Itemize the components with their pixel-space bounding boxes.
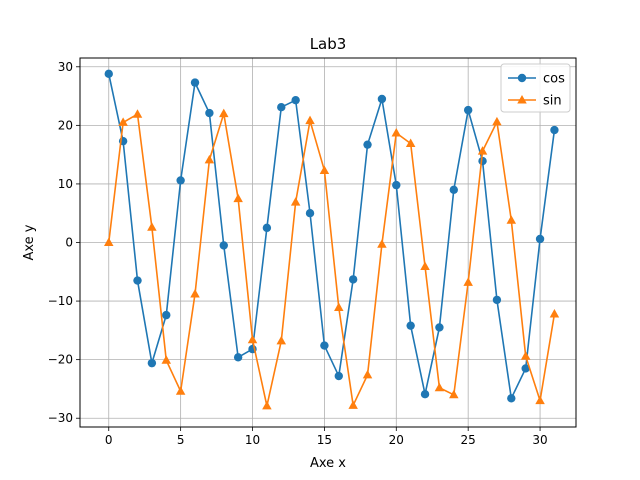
data-point-cos [392, 180, 401, 190]
data-point-sin [161, 355, 172, 364]
data-point-cos [377, 94, 387, 104]
y-tick-label: −10 [48, 294, 73, 308]
data-point-sin [118, 117, 128, 126]
data-point-cos [535, 234, 545, 244]
x-tick-label: 15 [317, 433, 332, 447]
data-point-cos [507, 394, 516, 403]
x-tick-label: 5 [177, 433, 185, 447]
data-point-cos [492, 295, 502, 305]
y-axis-label: Axe y [22, 224, 37, 260]
y-tick-label: 10 [58, 177, 73, 191]
y-tick-label: 30 [58, 60, 73, 74]
data-point-cos [205, 108, 214, 118]
axis-ticks: 0 5 10 15 20 25 30 −30 −20 −10 0 10 20 30 [48, 60, 548, 447]
legend-item-cos: cos [508, 72, 565, 87]
x-tick-label: 0 [105, 433, 113, 447]
data-point-sin [420, 261, 430, 271]
data-point-sin [276, 335, 287, 345]
data-point-sin [377, 239, 387, 248]
data-point-sin [219, 108, 229, 118]
data-point-sin [290, 197, 301, 206]
data-point-cos [550, 125, 559, 135]
data-point-cos [305, 209, 315, 218]
legend: cos sin [500, 63, 571, 113]
data-point-cos [162, 310, 171, 320]
data-point-sin [520, 351, 531, 360]
data-point-cos [277, 103, 286, 112]
data-point-cos [147, 358, 157, 368]
data-point-cos [363, 140, 372, 149]
data-point-sin [362, 369, 373, 379]
series-sin [104, 108, 560, 410]
x-tick-label: 10 [245, 433, 260, 447]
data-point-cos [463, 105, 473, 115]
data-point-sin [305, 115, 315, 125]
data-point-cos [435, 323, 444, 332]
data-point-cos [262, 223, 272, 233]
data-point-sin [405, 138, 416, 148]
data-point-cos [133, 276, 142, 285]
y-tick-label: 20 [58, 118, 73, 132]
x-tick-label: 25 [461, 433, 476, 447]
data-point-cos [348, 275, 358, 284]
legend-item-sin: sin [508, 94, 562, 109]
data-point-sin [449, 389, 459, 399]
data-point-sin [190, 289, 200, 298]
data-point-sin [391, 127, 402, 137]
x-tick-label: 20 [389, 433, 404, 447]
data-point-sin [319, 165, 330, 174]
series-line-sin [107, 112, 556, 407]
data-point-sin [549, 308, 560, 318]
data-point-sin [463, 277, 473, 286]
data-point-sin [132, 109, 143, 118]
data-point-cos [406, 321, 415, 330]
data-point-sin [506, 215, 517, 224]
data-point-sin [262, 400, 272, 410]
data-point-cos [219, 241, 228, 250]
data-point-cos [334, 371, 343, 381]
data-point-cos [449, 185, 458, 194]
data-point-sin [147, 222, 157, 231]
y-tick-label: −30 [48, 411, 73, 425]
x-axis-label: Axe x [310, 456, 346, 471]
x-tick-label: 30 [532, 433, 547, 447]
data-point-cos [291, 95, 300, 105]
data-point-sin [492, 116, 502, 126]
data-point-sin [535, 395, 545, 405]
data-point-sin [233, 193, 243, 203]
data-point-sin [104, 237, 114, 246]
data-point-sin [247, 334, 258, 344]
data-point-cos [233, 353, 243, 362]
series-layer [104, 69, 560, 410]
series-cos [104, 69, 559, 403]
y-tick-label: 0 [65, 236, 73, 250]
legend-label-sin: sin [543, 94, 562, 109]
data-point-cos [104, 69, 113, 79]
y-tick-label: −20 [48, 353, 73, 367]
data-point-cos [320, 341, 329, 350]
legend-marker-cos [517, 73, 527, 83]
data-point-sin [334, 302, 344, 312]
legend-marker-sin [517, 95, 527, 104]
data-point-cos [420, 390, 430, 399]
legend-label-cos: cos [543, 72, 565, 87]
chart-title: Lab3 [310, 35, 347, 53]
data-point-cos [190, 78, 200, 87]
data-point-sin [477, 146, 488, 155]
data-point-sin [175, 386, 186, 395]
data-point-sin [204, 154, 215, 164]
data-point-sin [434, 382, 445, 392]
data-point-cos [521, 364, 530, 373]
data-point-sin [348, 400, 358, 409]
data-point-cos [176, 176, 185, 185]
